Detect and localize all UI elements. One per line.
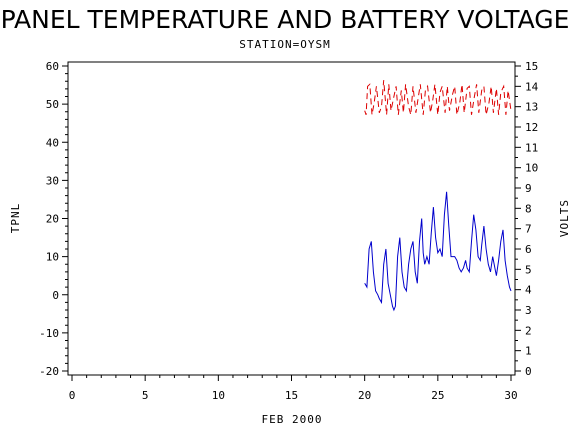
y2-tick-label: 1 [525, 345, 532, 358]
y-tick-label: 60 [46, 60, 59, 73]
x-tick-label: 30 [504, 389, 517, 402]
y2-tick-label: 3 [525, 304, 532, 317]
series-layer [364, 80, 512, 312]
y-tick-label: 10 [46, 251, 59, 264]
x-tick-label: 5 [142, 389, 149, 402]
x-tick-label: 10 [212, 389, 225, 402]
y-tick-label: -10 [39, 327, 59, 340]
left-y-axis: -20 -10 0 10 20 30 40 50 60 [39, 60, 68, 378]
y-tick-label: 50 [46, 98, 59, 111]
y-tick-label: 40 [46, 136, 59, 149]
right-y-axis-title: VOLTS [558, 199, 570, 237]
chart-subtitle: STATION=OYSM [239, 38, 330, 51]
y2-tick-label: 5 [525, 263, 532, 276]
y2-tick-label: 10 [525, 162, 538, 175]
tpnl-series-line [364, 191, 512, 312]
x-tick-label: 25 [431, 389, 444, 402]
y2-tick-label: 12 [525, 121, 538, 134]
y2-tick-label: 9 [525, 182, 532, 195]
y2-tick-label: 4 [525, 284, 532, 297]
y2-tick-label: 6 [525, 243, 532, 256]
y2-tick-label: 2 [525, 324, 532, 337]
y-tick-label: 0 [52, 289, 59, 302]
volts-series-line [364, 80, 512, 115]
y2-tick-label: 11 [525, 141, 538, 154]
x-tick-label: 15 [285, 389, 298, 402]
left-y-axis-title: TPNL [9, 203, 22, 234]
x-axis: 0 5 10 15 20 25 30 [69, 375, 518, 402]
y2-tick-label: 7 [525, 223, 532, 236]
y-tick-label: -20 [39, 365, 59, 378]
y2-tick-label: 15 [525, 60, 538, 73]
y2-tick-label: 13 [525, 101, 538, 114]
y-tick-label: 30 [46, 174, 59, 187]
chart-title: PANEL TEMPERATURE AND BATTERY VOLTAGE [1, 5, 570, 34]
y-tick-label: 20 [46, 213, 59, 226]
y2-tick-label: 14 [525, 80, 539, 93]
x-tick-label: 20 [358, 389, 371, 402]
x-axis-title: FEB 2000 [262, 413, 323, 426]
y2-tick-label: 0 [525, 365, 532, 378]
y2-tick-label: 8 [525, 202, 532, 215]
x-tick-label: 0 [69, 389, 76, 402]
